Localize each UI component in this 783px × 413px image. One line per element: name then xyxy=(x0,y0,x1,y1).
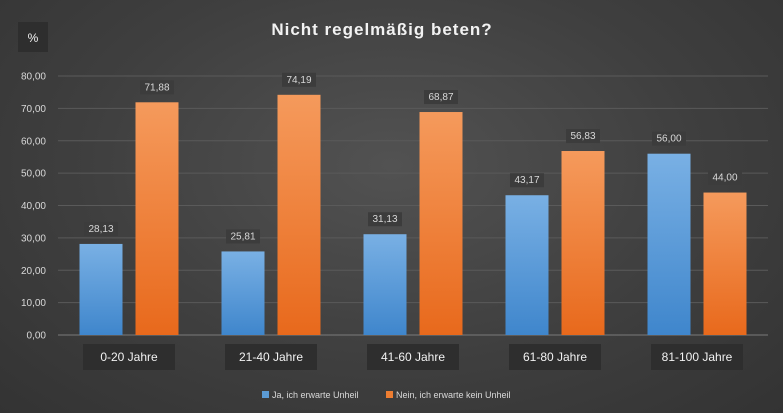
data-label-box xyxy=(510,173,544,188)
data-label-box xyxy=(566,129,600,144)
bar xyxy=(419,112,463,335)
y-tick-label: 60,00 xyxy=(21,136,46,147)
y-axis-label: % xyxy=(28,31,39,45)
y-tick-label: 80,00 xyxy=(21,72,46,83)
bar xyxy=(135,102,179,335)
category-label-box xyxy=(509,344,601,370)
data-label: 56,83 xyxy=(570,131,595,142)
legend: Ja, ich erwarte Unheil Nein, ich erwarte … xyxy=(262,390,511,400)
category-label-box xyxy=(651,344,743,370)
legend-swatch xyxy=(262,391,269,398)
category-label-box xyxy=(83,344,175,370)
bar xyxy=(277,94,321,335)
data-labels: 28,13 71,88 25,81 74,19 31,13 68,87 43,17 56,83… xyxy=(84,72,742,244)
category-label-box xyxy=(225,344,317,370)
data-label: 28,13 xyxy=(88,224,113,235)
y-tick-label: 20,00 xyxy=(21,266,46,277)
data-label-box xyxy=(282,72,316,87)
data-label: 71,88 xyxy=(144,82,169,93)
category-label: 61-80 Jahre xyxy=(523,350,587,364)
category-label: 81-100 Jahre xyxy=(662,350,733,364)
y-tick-label: 0,00 xyxy=(27,331,47,342)
category-label: 0-20 Jahre xyxy=(100,350,158,364)
data-label: 25,81 xyxy=(230,231,255,242)
bar xyxy=(221,251,265,335)
legend-swatch xyxy=(386,391,393,398)
bar xyxy=(505,195,549,335)
data-label: 68,87 xyxy=(428,92,453,103)
data-label-box xyxy=(424,90,458,105)
bar xyxy=(79,243,123,335)
bar xyxy=(561,151,605,335)
bar xyxy=(647,153,691,335)
legend-entry: Nein, ich erwarte kein Unheil xyxy=(396,390,511,400)
chart-title: Nicht regelmäßig beten? xyxy=(271,20,492,39)
data-label: 44,00 xyxy=(712,173,737,184)
y-tick-label: 40,00 xyxy=(21,201,46,212)
data-label: 56,00 xyxy=(656,134,681,145)
y-tick-label: 50,00 xyxy=(21,169,46,180)
bars xyxy=(79,94,747,335)
legend-entry: Ja, ich erwarte Unheil xyxy=(272,390,359,400)
data-label: 31,13 xyxy=(372,214,397,225)
y-axis-label-box: % xyxy=(18,22,48,52)
y-tick-label: 70,00 xyxy=(21,104,46,115)
data-label-box xyxy=(226,229,260,244)
bar xyxy=(703,192,747,335)
data-label: 74,19 xyxy=(286,75,311,86)
bar xyxy=(363,234,407,335)
y-axis-ticks: 0,00 10,00 20,00 30,00 40,00 50,00 60,00 70,00 8… xyxy=(21,72,46,342)
y-tick-label: 30,00 xyxy=(21,233,46,244)
y-tick-label: 10,00 xyxy=(21,298,46,309)
category-label: 41-60 Jahre xyxy=(381,350,445,364)
data-label-box xyxy=(652,131,686,146)
category-labels: 0-20 Jahre 21-40 Jahre 41-60 Jahre 61-80 Ja… xyxy=(83,344,743,370)
data-label-box xyxy=(140,80,174,95)
data-label-box xyxy=(84,221,118,236)
category-label-box xyxy=(367,344,459,370)
data-label: 43,17 xyxy=(514,175,539,186)
data-label-box xyxy=(368,212,402,227)
category-label: 21-40 Jahre xyxy=(239,350,303,364)
data-label-box xyxy=(708,170,742,185)
